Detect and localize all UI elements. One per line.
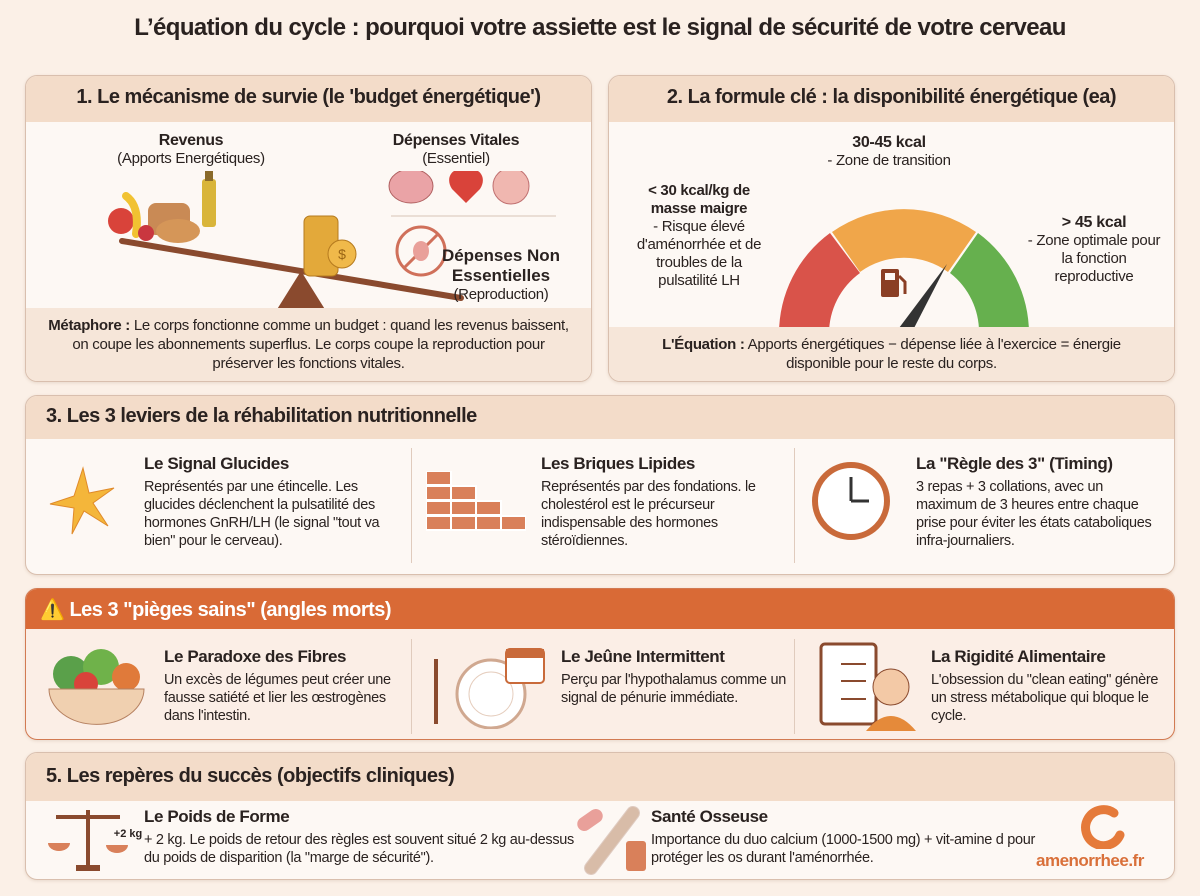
stressed-checklist-icon — [819, 642, 916, 731]
panel-header-text: Les 3 "pièges sains" (angles morts) — [69, 599, 392, 621]
panel-levers: 3. Les 3 leviers de la réhabilitation nu… — [25, 395, 1175, 575]
lever-title: Le Signal Glucides — [144, 454, 289, 473]
crossed-uterus-icon — [395, 225, 447, 277]
high-zone-text: - Zone optimale pour la fonction reprodu… — [1027, 232, 1161, 285]
trap-title: Le Paradoxe des Fibres — [164, 647, 347, 666]
organs-icon — [388, 171, 530, 205]
gauge-needle — [896, 264, 947, 332]
vital-title: Dépenses Vitales — [392, 132, 520, 149]
svg-text:$: $ — [338, 246, 346, 262]
nonessential-title: Dépenses Non — [441, 246, 561, 265]
lever-text: Représentés par des fondations. le chole… — [541, 479, 756, 549]
trap-text: Perçu par l'hypothalamus comme un signal… — [561, 672, 786, 706]
vegetable-bowl-icon — [48, 649, 145, 725]
warning-icon: ⚠️ — [40, 599, 65, 621]
marker-title: Santé Osseuse — [651, 807, 768, 826]
bone-icon — [577, 806, 646, 875]
nonessential-title-2: Essentielles — [451, 266, 551, 285]
metaphor-label: Métaphore : — [48, 317, 130, 334]
bricks-icon — [426, 471, 526, 531]
energy-gauge — [778, 209, 1030, 342]
lever-text: Représentés par une étincelle. Les gluci… — [144, 479, 380, 549]
panel-header: 3. Les 3 leviers de la réhabilitation nu… — [26, 396, 1174, 439]
panel-success-markers: 5. Les repères du succès (objectifs clin… — [25, 752, 1175, 880]
scale-icon: +2 kg — [48, 810, 142, 871]
trap-text: L'obsession du "clean eating" génère un … — [931, 672, 1159, 724]
empty-plate-calendar-icon — [434, 648, 545, 729]
marker-text: Importance du duo calcium (1000-1500 mg)… — [651, 832, 1036, 866]
trap-text: Un excès de légumes peut créer une fauss… — [164, 672, 391, 724]
high-zone-title: > 45 kcal — [1061, 214, 1127, 231]
coins-icon: $ — [303, 215, 357, 277]
scale-label: +2 kg — [114, 828, 142, 840]
vital-sub: (Essentiel) — [422, 150, 490, 167]
brand-logo[interactable]: amenorrhee.fr — [1036, 851, 1144, 870]
panel-header: 5. Les repères du succès (objectifs clin… — [26, 753, 1174, 801]
spark-icon — [49, 466, 115, 535]
gauge-low-segment — [778, 233, 860, 334]
panel-header: ⚠️ Les 3 "pièges sains" (angles morts) — [26, 589, 1174, 629]
panel-header: 2. La formule clé : la disponibilité éne… — [609, 76, 1174, 122]
marker-text: + 2 kg. Le poids de retour des règles es… — [144, 832, 574, 866]
clock-icon — [812, 462, 890, 540]
food-icon — [108, 171, 216, 243]
mid-zone-title: 30-45 kcal — [852, 134, 926, 151]
lever-title: La "Règle des 3" (Timing) — [916, 454, 1113, 473]
panel-survival-mechanism: 1. Le mécanisme de survie (le 'budget én… — [25, 75, 592, 382]
metaphor: Métaphore : Le corps fonctionne comme un… — [26, 308, 591, 381]
income-sub: (Apports Energétiques) — [117, 150, 265, 167]
nonessential-sub: (Reproduction) — [453, 286, 549, 303]
panel-energy-formula: 2. La formule clé : la disponibilité éne… — [608, 75, 1175, 382]
equation: L'Équation : Apports énergétiques − dépe… — [609, 327, 1174, 381]
trap-title: La Rigidité Alimentaire — [931, 647, 1106, 666]
metaphor-text: Le corps fonctionne comme un budget : qu… — [72, 317, 569, 372]
brand-logo-icon — [1081, 805, 1125, 849]
low-zone-title: < 30 kcal/kg de masse maigre — [648, 182, 750, 217]
seesaw-illustration: $ — [108, 171, 556, 311]
panel-healthy-traps: ⚠️ Les 3 "pièges sains" (angles morts) L… — [25, 588, 1175, 740]
trap-title: Le Jeûne Intermittent — [561, 647, 725, 666]
income-title: Revenus — [158, 132, 224, 149]
equation-label: L'Équation : — [662, 336, 745, 353]
fuel-pump-icon — [881, 269, 907, 297]
gauge-high-segment — [950, 233, 1030, 334]
low-zone-text: - Risque élevé d'aménorrhée et de troubl… — [636, 218, 762, 289]
panel-header: 1. Le mécanisme de survie (le 'budget én… — [26, 76, 591, 122]
gauge-mid-segment — [832, 209, 976, 272]
page-title: L’équation du cycle : pourquoi votre ass… — [134, 14, 1066, 41]
lever-text: 3 repas + 3 collations, avec un maximum … — [916, 479, 1152, 549]
equation-text: Apports énergétiques − dépense liée à l'… — [747, 336, 1122, 372]
lever-title: Les Briques Lipides — [541, 454, 695, 473]
mid-zone-text: - Zone de transition — [827, 152, 951, 169]
marker-title: Le Poids de Forme — [144, 807, 290, 826]
